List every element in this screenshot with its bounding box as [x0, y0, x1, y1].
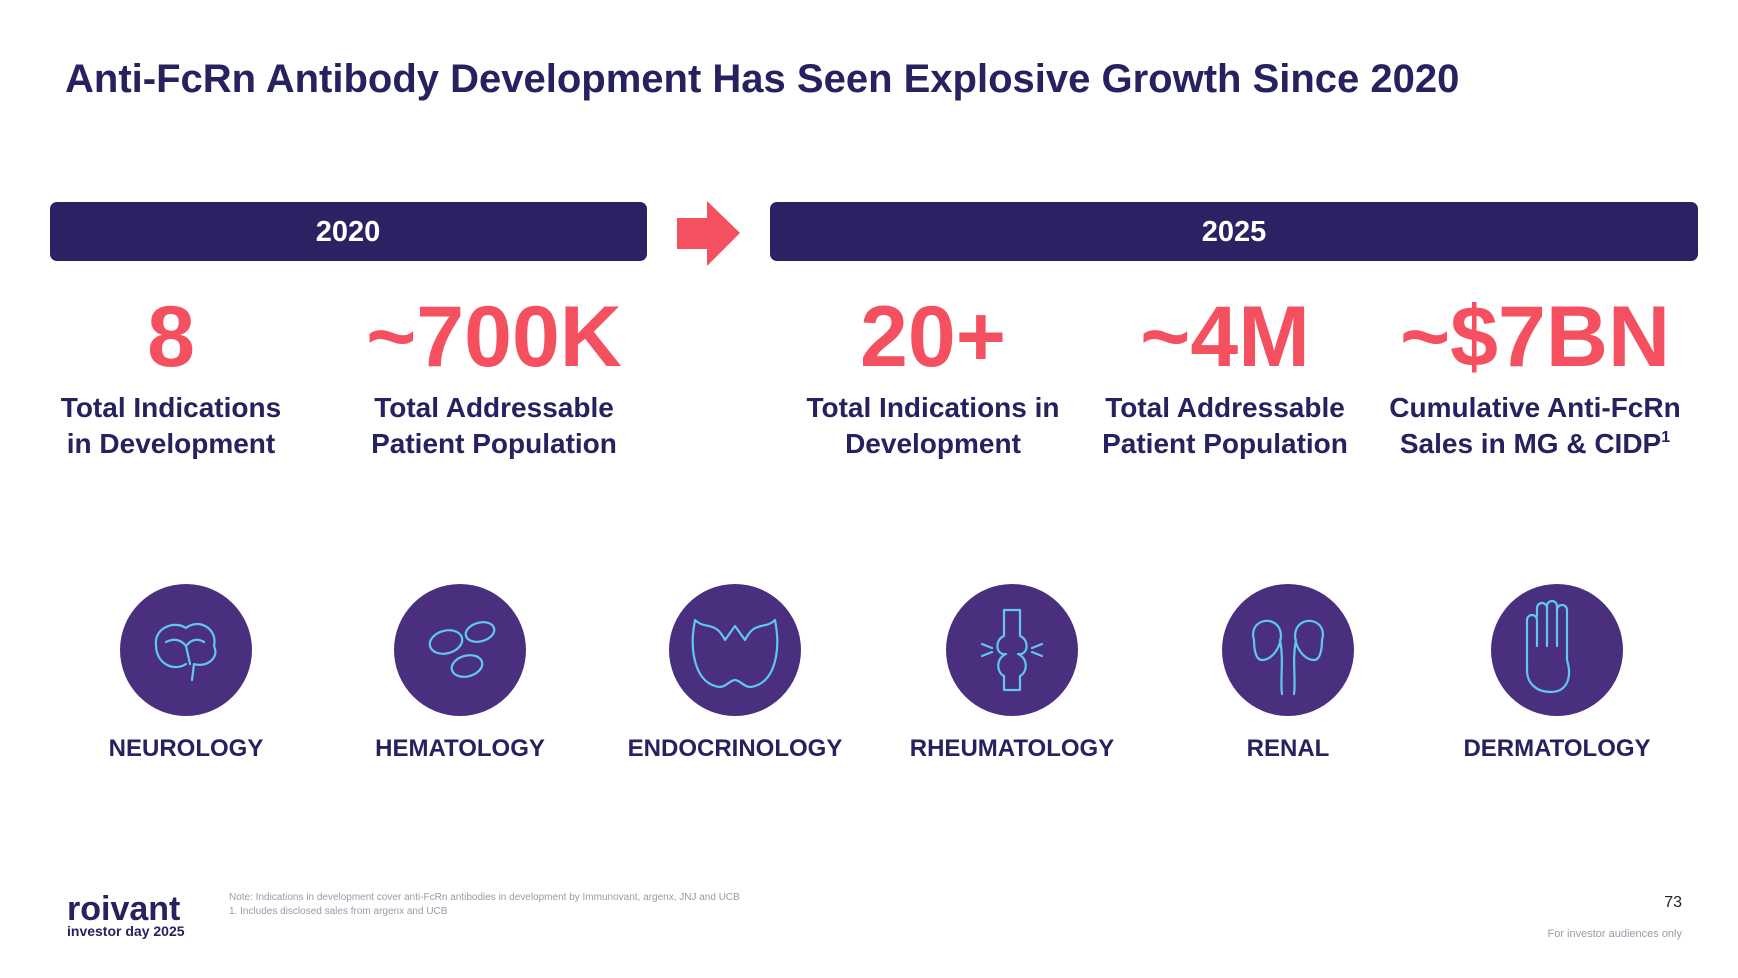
- area-icon: [1252, 619, 1324, 696]
- footnote: Note: Indications in development cover a…: [229, 892, 740, 903]
- area-icon-bg: [946, 584, 1078, 716]
- area-label: HEMATOLOGY: [375, 735, 545, 762]
- period-label: 2025: [1202, 216, 1267, 248]
- area-label: DERMATOLOGY: [1463, 735, 1650, 762]
- area-label: RENAL: [1247, 735, 1330, 762]
- logo-subtitle: investor day 2025: [67, 923, 185, 939]
- period-bar: [50, 202, 647, 261]
- stat-value: ~700K: [366, 289, 622, 385]
- stat-label: Development: [845, 428, 1021, 459]
- footnote: 1. Includes disclosed sales from argenx …: [229, 906, 448, 917]
- area-label: ENDOCRINOLOGY: [628, 735, 843, 762]
- area-label: NEUROLOGY: [109, 735, 264, 762]
- stat-label: Sales in MG & CIDP1: [1400, 428, 1670, 459]
- area-icon: [154, 622, 217, 682]
- title: Anti-FcRn Antibody Development Has Seen …: [65, 57, 1459, 101]
- stat-label: Total Indications in: [806, 392, 1059, 423]
- area-icon-bg: [1491, 584, 1623, 716]
- stat-label: Cumulative Anti-FcRn: [1389, 392, 1680, 423]
- period-label: 2020: [316, 216, 381, 248]
- area-icon-bg: [1222, 584, 1354, 716]
- logo: roivant: [67, 890, 180, 928]
- stat-value: 20+: [860, 289, 1006, 385]
- stat-label: Total Addressable: [1105, 392, 1345, 423]
- page-number: 73: [1664, 894, 1682, 911]
- stat-label: Total Indications: [61, 392, 281, 423]
- area-icon-bg: [394, 584, 526, 716]
- area-label: RHEUMATOLOGY: [910, 735, 1114, 762]
- area-icon: [691, 618, 779, 688]
- stat-value: ~4M: [1140, 289, 1310, 385]
- footnote-ref: 1: [1661, 429, 1670, 446]
- area-icon-bg: [669, 584, 801, 716]
- period-bar: [770, 202, 1698, 261]
- area-icon: [980, 608, 1044, 692]
- stat-value: 8: [147, 289, 195, 385]
- area-icon: [428, 621, 496, 678]
- stat-label: in Development: [67, 428, 275, 459]
- stat-value: ~$7BN: [1400, 289, 1670, 385]
- disclaimer: For investor audiences only: [1547, 928, 1682, 940]
- stat-label: Patient Population: [1102, 428, 1348, 459]
- stat-label: Patient Population: [371, 428, 617, 459]
- arrow: [677, 201, 740, 266]
- area-icon: [1525, 599, 1571, 694]
- stat-label: Total Addressable: [374, 392, 614, 423]
